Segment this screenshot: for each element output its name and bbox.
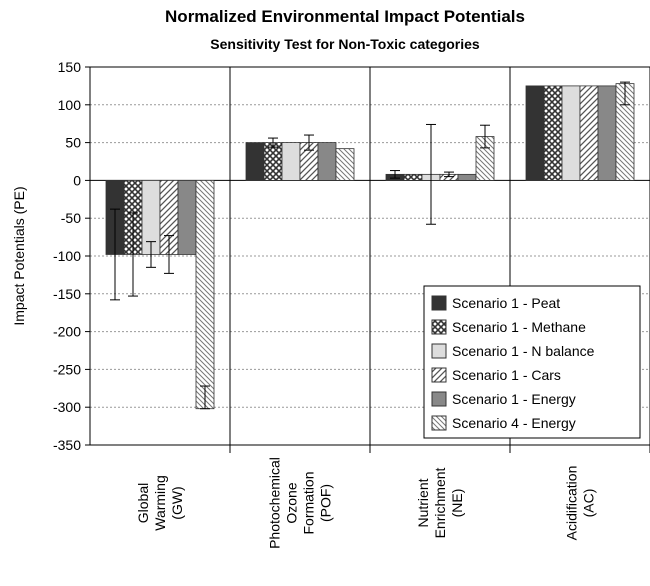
x-tick-label: Formation	[301, 471, 317, 534]
bar	[457, 173, 477, 181]
y-tick-label: -150	[53, 286, 81, 302]
bar	[195, 179, 215, 410]
bar	[335, 148, 355, 181]
y-tick-label: 150	[58, 59, 82, 75]
bar	[561, 85, 581, 181]
x-tick-label: Acidification	[564, 466, 580, 541]
chart-title: Normalized Environmental Impact Potentia…	[165, 7, 525, 26]
bar	[177, 179, 197, 255]
bar	[403, 173, 423, 181]
legend-swatch	[431, 343, 447, 359]
y-tick-label: -300	[53, 399, 81, 415]
legend-swatch	[431, 319, 447, 335]
x-tick-label: (AC)	[581, 489, 597, 518]
bar	[543, 85, 563, 181]
x-tick-label: (GW)	[169, 486, 185, 519]
bar	[281, 142, 301, 181]
y-tick-label: -250	[53, 361, 81, 377]
x-tick-label: Ozone	[284, 482, 300, 523]
legend-label: Scenario 1 - Energy	[452, 391, 576, 407]
legend-swatch	[431, 415, 447, 431]
x-tick-label: Global	[135, 483, 151, 523]
legend-swatch	[431, 391, 447, 407]
chart-subtitle: Sensitivity Test for Non-Toxic categorie…	[210, 36, 480, 52]
x-tick-label: Enrichment	[432, 467, 448, 538]
y-tick-label: 0	[73, 172, 81, 188]
x-tick-label: (NE)	[449, 489, 465, 518]
bar	[525, 85, 545, 181]
legend-label: Scenario 1 - Methane	[452, 319, 586, 335]
legend-label: Scenario 1 - N balance	[452, 343, 595, 359]
bar	[317, 142, 337, 181]
bar	[245, 142, 265, 181]
x-tick-label: Nutrient	[415, 478, 431, 527]
y-tick-label: -100	[53, 248, 81, 264]
legend-swatch	[431, 295, 447, 311]
y-tick-label: -350	[53, 437, 81, 453]
y-tick-label: 50	[65, 135, 81, 151]
x-tick-label: Warming	[152, 475, 168, 531]
legend-box	[423, 285, 641, 439]
bar	[579, 85, 599, 181]
y-tick-label: -50	[61, 210, 81, 226]
legend-label: Scenario 4 - Energy	[452, 415, 576, 431]
bar	[263, 142, 283, 181]
bar	[597, 85, 617, 181]
y-axis-label: Impact Potentials (PE)	[11, 186, 27, 325]
y-tick-label: -200	[53, 324, 81, 340]
y-tick-label: 100	[58, 97, 82, 113]
legend-swatch	[431, 367, 447, 383]
x-tick-label: Photochemical	[267, 457, 283, 549]
legend-label: Scenario 1 - Cars	[452, 367, 561, 383]
legend-label: Scenario 1 - Peat	[452, 295, 560, 311]
x-tick-label: (POF)	[318, 484, 334, 522]
